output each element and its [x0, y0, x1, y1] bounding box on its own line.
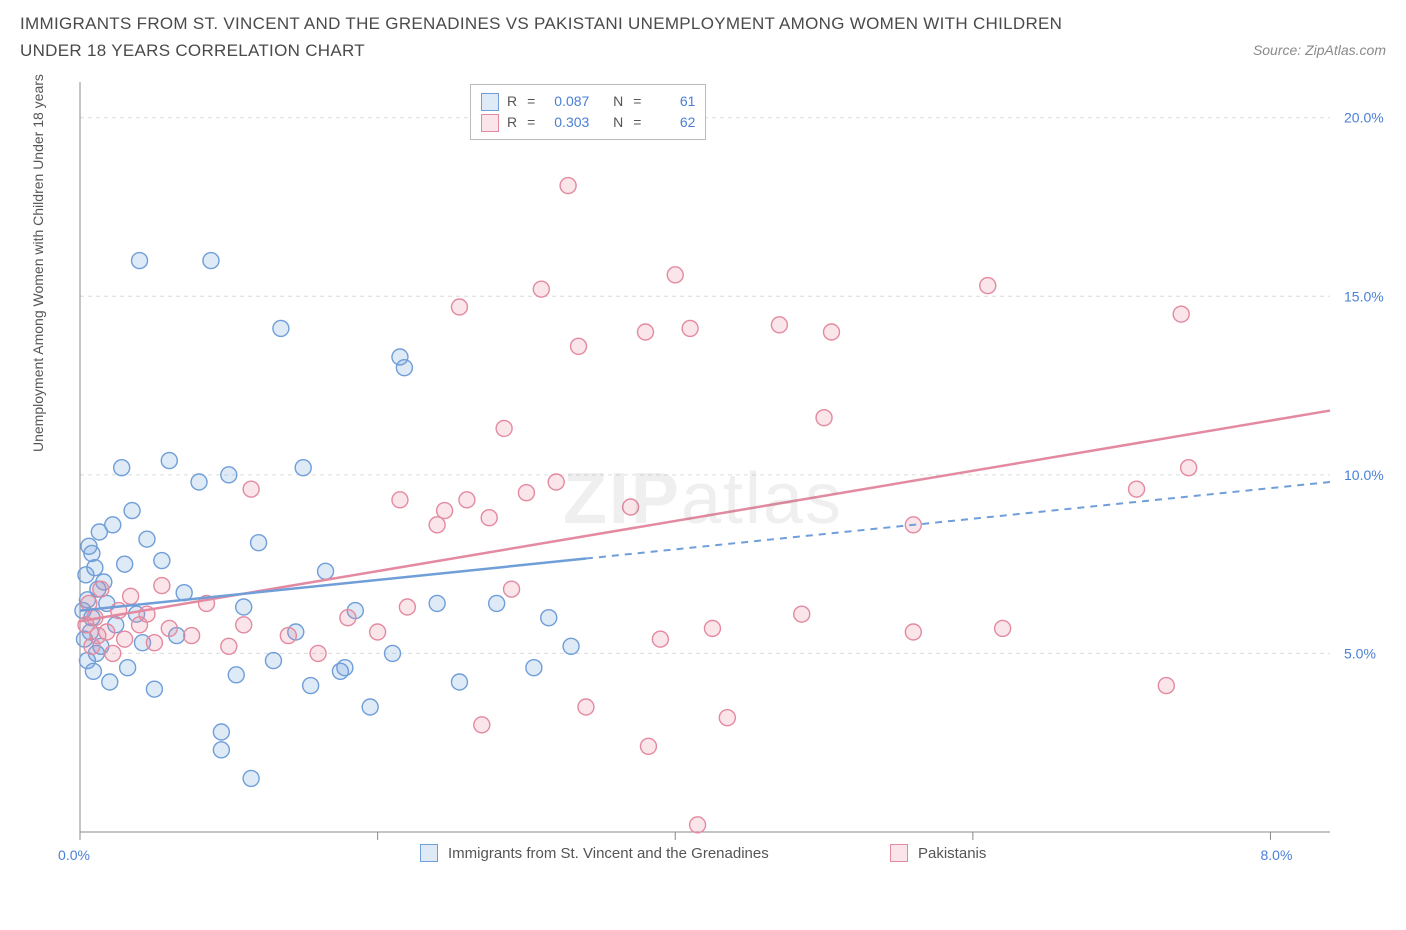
chart-container: Unemployment Among Women with Children U…: [20, 72, 1386, 892]
stat-r-series-b: 0.303: [545, 112, 589, 133]
series-a-label: Immigrants from St. Vincent and the Gren…: [448, 845, 769, 862]
source-attribution: Source: ZipAtlas.com: [1253, 42, 1386, 64]
x-legend-series-a: Immigrants from St. Vincent and the Gren…: [420, 844, 769, 862]
y-axis-title: Unemployment Among Women with Children U…: [30, 74, 46, 452]
legend-row-series-b: R = 0.303 N = 62: [481, 112, 695, 133]
legend-row-series-a: R = 0.087 N = 61: [481, 91, 695, 112]
swatch-series-a: [481, 93, 499, 111]
svg-text:0.0%: 0.0%: [58, 847, 90, 863]
scatter-plot: 5.0% 10.0% 15.0% 20.0% 0.0% 8.0%: [20, 72, 1386, 892]
svg-text:20.0%: 20.0%: [1344, 110, 1384, 126]
svg-text:10.0%: 10.0%: [1344, 467, 1384, 483]
swatch-series-a-bottom: [420, 844, 438, 862]
svg-text:15.0%: 15.0%: [1344, 289, 1384, 305]
legend-stats-box: R = 0.087 N = 61 R = 0.303 N = 62: [470, 84, 706, 140]
series-b-label: Pakistanis: [918, 845, 986, 862]
x-legend-series-b: Pakistanis: [890, 844, 986, 862]
stat-n-series-b: 62: [651, 112, 695, 133]
stat-n-series-a: 61: [651, 91, 695, 112]
svg-text:8.0%: 8.0%: [1261, 847, 1293, 863]
swatch-series-b-bottom: [890, 844, 908, 862]
swatch-series-b: [481, 114, 499, 132]
svg-text:5.0%: 5.0%: [1344, 646, 1376, 662]
stat-r-series-a: 0.087: [545, 91, 589, 112]
chart-title: IMMIGRANTS FROM ST. VINCENT AND THE GREN…: [20, 10, 1120, 64]
